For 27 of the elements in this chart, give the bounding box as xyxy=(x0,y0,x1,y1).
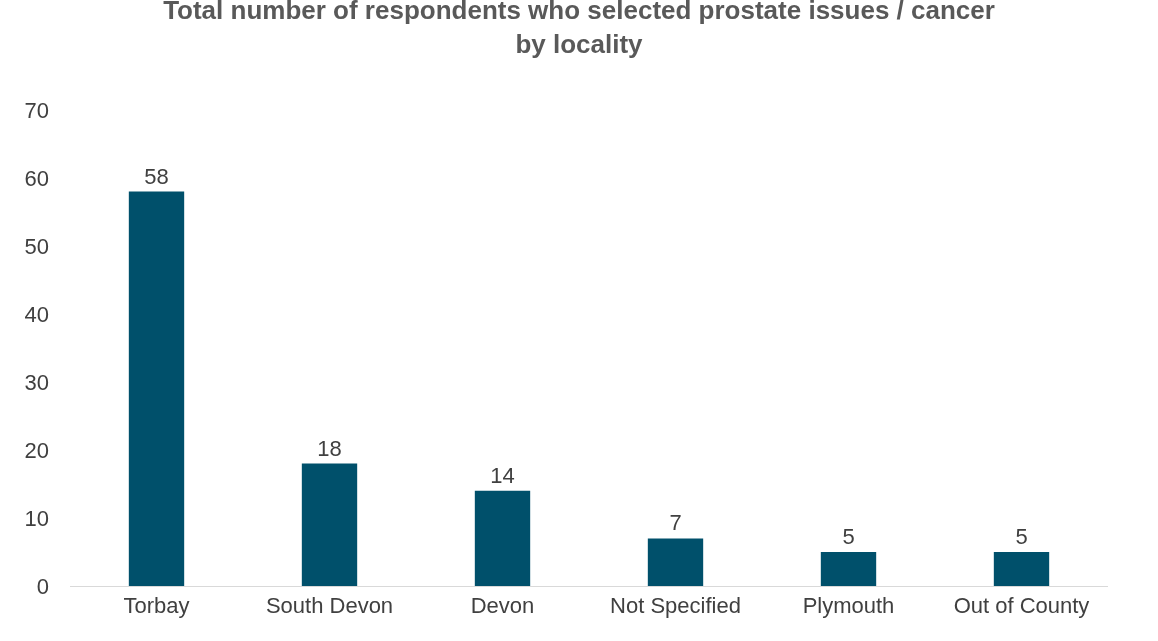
data-label: 18 xyxy=(317,435,342,461)
bar xyxy=(647,538,704,586)
y-tick-label: 0 xyxy=(36,573,49,599)
y-tick-label: 10 xyxy=(24,505,49,531)
bar xyxy=(128,191,185,586)
chart-title: Total number of respondents who selected prostate issues / cancer by locality xyxy=(163,0,995,60)
x-tick-label: Not Specified xyxy=(610,593,741,619)
x-tick-label: Devon xyxy=(470,593,535,619)
x-tick-label: Out of County xyxy=(953,593,1090,619)
bar xyxy=(301,463,358,586)
bar xyxy=(474,490,531,586)
x-tick-label: South Devon xyxy=(265,593,394,619)
x-tick-label: Plymouth xyxy=(802,593,895,619)
y-tick-label: 20 xyxy=(24,437,49,463)
data-label: 7 xyxy=(669,510,682,536)
bar xyxy=(820,552,877,586)
bar xyxy=(993,552,1050,586)
data-label: 14 xyxy=(490,462,515,488)
y-tick-label: 40 xyxy=(24,301,49,327)
y-tick-label: 30 xyxy=(24,369,49,395)
data-label: 5 xyxy=(842,524,855,549)
x-tick-label: Torbay xyxy=(123,593,190,619)
data-label: 58 xyxy=(144,163,169,189)
y-tick-label: 60 xyxy=(24,165,49,191)
y-tick-label: 50 xyxy=(24,233,49,259)
y-tick-label: 70 xyxy=(24,97,49,123)
data-label: 5 xyxy=(1015,524,1028,549)
